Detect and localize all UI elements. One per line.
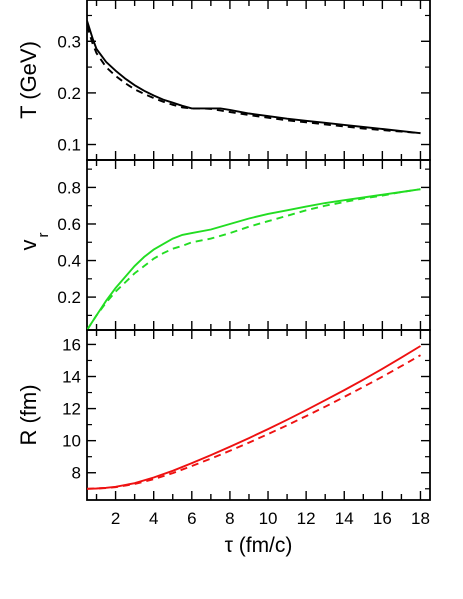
series-line-solid [87,345,421,490]
plot-frame [86,0,431,161]
y-tick-label: 0.4 [57,252,81,271]
y-tick-label: 0.1 [57,136,81,155]
y-axis-label: v [16,240,41,251]
y-tick-label: 14 [62,368,81,387]
x-tick-label: 16 [373,509,392,528]
series-line-solid [87,20,421,135]
x-tick-label: 10 [259,509,278,528]
x-tick-label: 14 [335,509,354,528]
series-line-dashed [87,188,421,330]
panel-2: 0.2 0.4 0.6 0.8 vr [16,159,431,331]
y-tick-label: 16 [62,335,81,354]
y-tick-label: 0.2 [57,288,81,307]
y-tick-label: 0.6 [57,215,81,234]
y-axis-label: T (GeV) [16,41,41,119]
plot-frame [86,159,431,331]
y-tick-label: 10 [62,432,81,451]
y-tick-label: 0.8 [57,178,81,197]
x-tick-label: 6 [187,509,196,528]
panel-3: 8 10 12 14 16 R (fm) 2 4 6 8 10 12 14 16 18 τ (fm/c) [16,329,431,557]
y-axis-label-subscript: r [35,233,52,238]
y-axis-label: R (fm) [16,384,41,445]
y-tick-label: 0.3 [57,32,81,51]
y-tick-label: 0.2 [57,84,81,103]
panel-1: 0.1 0.2 0.3 T (GeV) [16,0,431,161]
x-tick-label: 8 [225,509,234,528]
x-tick-label: 2 [111,509,120,528]
series-line-solid [87,188,421,330]
x-tick-label: 12 [297,509,316,528]
y-tick-label: 12 [62,400,81,419]
x-axis-label: τ (fm/c) [225,534,293,557]
x-tick-label: 4 [149,509,158,528]
y-tick-label: 8 [72,464,81,483]
x-tick-label: 18 [411,509,430,528]
series-line-dashed [87,354,421,490]
series-line-dashed [87,25,421,135]
plot-frame [86,329,431,501]
